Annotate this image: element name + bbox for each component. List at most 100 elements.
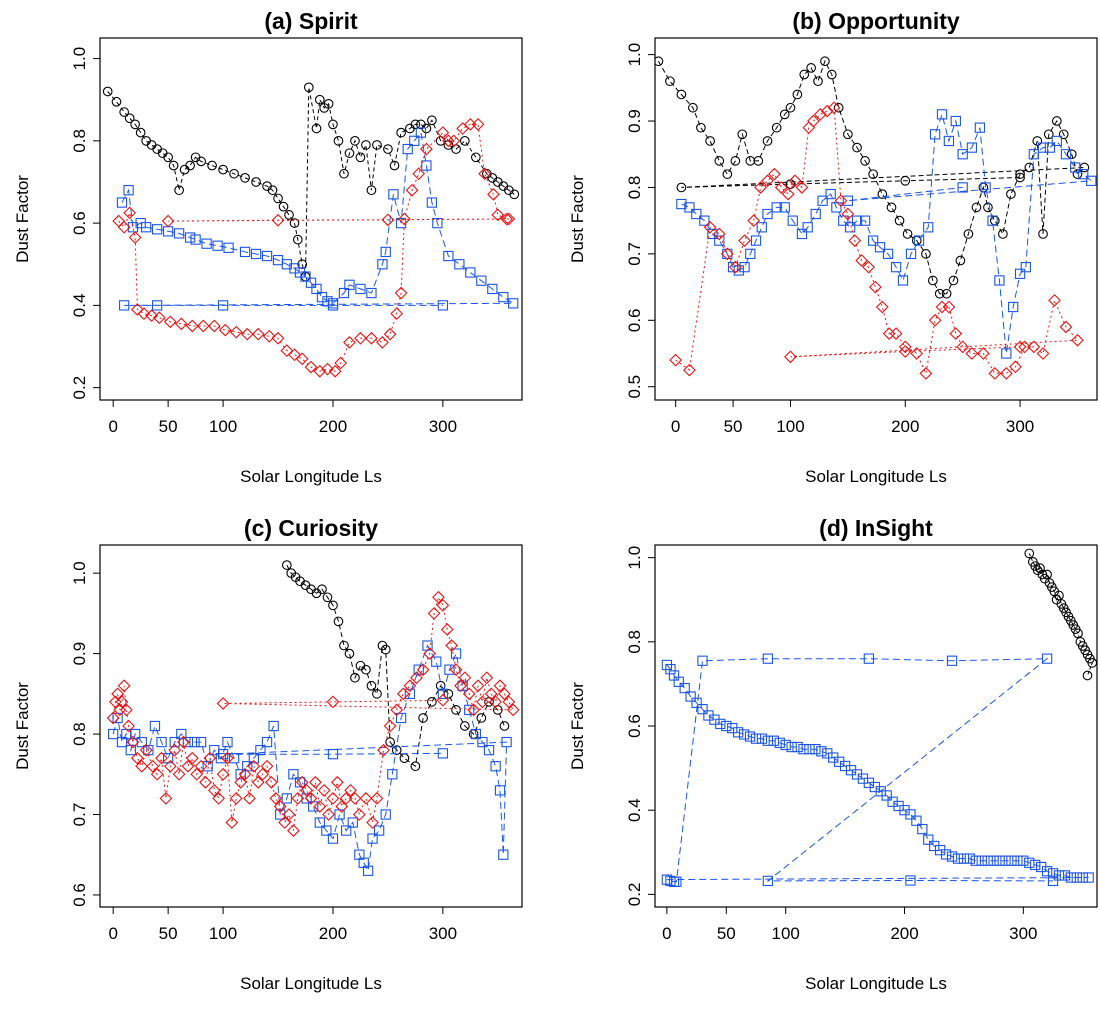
data-point — [243, 792, 256, 805]
data-point — [261, 250, 273, 262]
data-point — [881, 790, 892, 801]
data-point — [827, 101, 841, 115]
data-point — [460, 721, 470, 731]
data-point — [383, 327, 397, 341]
data-point — [1024, 162, 1035, 173]
data-point — [487, 187, 500, 201]
data-point — [1037, 142, 1049, 153]
data-point — [471, 118, 485, 131]
y-tick-label: 0.2 — [625, 883, 644, 907]
data-point — [271, 331, 285, 345]
data-point — [339, 640, 349, 651]
data-point — [426, 197, 438, 208]
data-point — [499, 721, 510, 731]
series-line — [681, 112, 1093, 354]
data-point — [1048, 293, 1061, 307]
data-point — [500, 212, 513, 226]
x-axis-label: Solar Longitude Ls — [240, 467, 382, 486]
x-tick-label: 300 — [429, 417, 457, 436]
data-point — [1065, 872, 1077, 883]
data-point — [301, 793, 312, 804]
data-point — [159, 792, 173, 805]
data-point — [444, 664, 455, 675]
data-point — [958, 853, 970, 864]
data-point — [260, 759, 274, 773]
data-point — [262, 329, 276, 343]
data-point — [216, 767, 230, 781]
data-point — [843, 129, 853, 140]
data-point — [113, 703, 127, 717]
data-point — [168, 743, 182, 757]
data-point — [108, 728, 119, 740]
data-point — [869, 280, 882, 294]
data-point — [1053, 870, 1065, 881]
x-tick-label: 0 — [671, 417, 680, 436]
data-point — [691, 697, 702, 708]
data-point — [1014, 268, 1026, 279]
data-point — [380, 809, 391, 820]
data-point — [124, 113, 135, 124]
data-point — [806, 63, 816, 73]
data-point — [756, 222, 767, 233]
data-point — [684, 202, 695, 213]
data-point — [851, 215, 863, 226]
data-point — [498, 849, 509, 860]
data-point — [155, 751, 168, 765]
data-point — [344, 148, 355, 159]
data-point — [714, 235, 725, 246]
data-point — [240, 173, 250, 183]
data-point — [964, 853, 976, 864]
data-point — [919, 367, 933, 380]
data-point — [923, 222, 934, 233]
data-point — [1030, 859, 1041, 871]
data-point — [381, 213, 395, 227]
data-point — [804, 744, 815, 755]
data-point — [727, 262, 739, 273]
data-point — [738, 729, 750, 740]
data-point — [722, 169, 733, 180]
data-point — [181, 759, 195, 773]
data-point — [317, 584, 327, 595]
data-point — [344, 279, 355, 290]
data-point — [976, 347, 990, 360]
data-point — [813, 108, 827, 121]
data-point — [509, 189, 520, 200]
data-point — [859, 215, 871, 226]
data-point — [1024, 548, 1035, 559]
data-point — [988, 367, 1002, 380]
data-point — [440, 623, 454, 636]
data-point — [688, 102, 698, 113]
data-point — [825, 188, 836, 200]
x-tick-label: 0 — [108, 924, 117, 943]
data-point — [255, 744, 266, 756]
data-point — [328, 600, 338, 611]
data-point — [676, 198, 687, 210]
data-point — [395, 712, 407, 724]
data-point — [712, 227, 726, 241]
data-point — [278, 201, 289, 212]
data-point — [217, 300, 229, 311]
data-point — [882, 248, 894, 260]
data-point — [207, 783, 221, 797]
data-point — [498, 292, 509, 303]
data-point — [980, 182, 991, 193]
data-point — [874, 242, 886, 253]
data-point — [347, 817, 358, 828]
data-point — [471, 679, 485, 693]
data-point — [738, 234, 751, 247]
data-point — [335, 800, 349, 813]
data-point — [304, 360, 318, 374]
data-point — [388, 189, 399, 200]
data-point — [665, 76, 675, 87]
data-point — [949, 327, 963, 340]
data-point — [1060, 149, 1072, 160]
data-point — [383, 719, 397, 733]
data-point — [450, 648, 462, 659]
y-tick-label: 0.6 — [625, 308, 644, 332]
data-point — [437, 300, 449, 311]
data-point — [1006, 855, 1017, 866]
data-point — [355, 283, 366, 295]
data-point — [493, 679, 507, 693]
data-point — [328, 119, 338, 130]
data-point — [225, 816, 239, 829]
